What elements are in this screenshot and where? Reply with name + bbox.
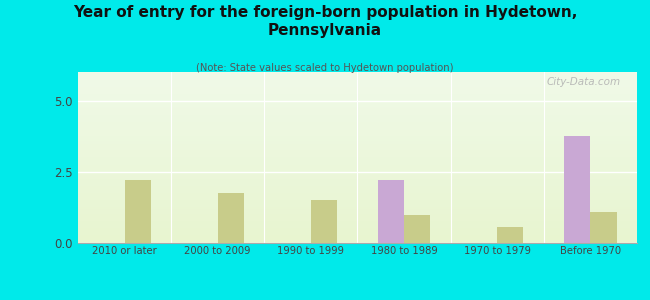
Bar — [125, 180, 151, 243]
Bar — [404, 214, 430, 243]
Bar — [590, 212, 616, 243]
Text: City-Data.com: City-Data.com — [546, 77, 620, 87]
Text: (Note: State values scaled to Hydetown population): (Note: State values scaled to Hydetown p… — [196, 63, 454, 73]
Bar — [311, 200, 337, 243]
Text: Year of entry for the foreign-born population in Hydetown,
Pennsylvania: Year of entry for the foreign-born popul… — [73, 4, 577, 38]
Bar — [497, 227, 523, 243]
Bar — [564, 136, 590, 243]
Bar — [218, 193, 244, 243]
Bar — [378, 180, 404, 243]
